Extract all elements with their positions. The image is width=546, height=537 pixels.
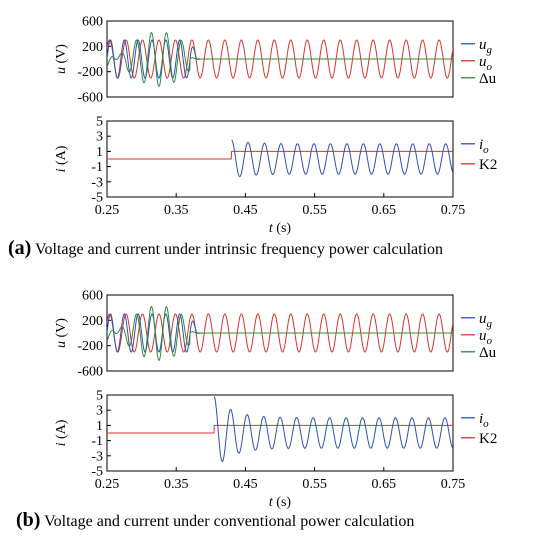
ytick-label: 1 — [96, 145, 103, 160]
xtick-label: 0.35 — [164, 203, 189, 218]
ytick-label: 3 — [96, 404, 103, 419]
xtick-label: 0.75 — [441, 203, 466, 218]
series-k2-line — [107, 150, 453, 160]
legend-label: K2 — [479, 157, 497, 173]
y-axis-label: u (V) — [54, 318, 69, 348]
ytick-label: -200 — [77, 65, 103, 80]
x-axis-label: t (s) — [269, 495, 292, 510]
ytick-label: 600 — [82, 289, 103, 304]
legend-label: Δu — [479, 345, 497, 361]
ytick-label: -600 — [77, 365, 103, 380]
ytick-label: -600 — [77, 91, 103, 106]
ytick-label: -200 — [77, 339, 103, 354]
legend-label: uo — [479, 328, 493, 347]
legend-label: ug — [479, 37, 493, 56]
ytick-label: 200 — [82, 40, 103, 55]
ytick-label: -1 — [91, 160, 103, 175]
y-axis-label: u (V) — [54, 44, 69, 74]
legend-label: uo — [479, 54, 493, 73]
series-uo-line — [107, 39, 453, 79]
legend-label: ug — [479, 311, 493, 330]
xtick-label: 0.65 — [372, 477, 397, 492]
ytick-label: 5 — [96, 115, 103, 130]
series-k2-line — [107, 424, 453, 434]
plot-area — [107, 306, 453, 361]
xtick-label: 0.35 — [164, 477, 189, 492]
plot-area — [107, 32, 453, 87]
legend-label: io — [479, 137, 489, 156]
figure-caption: (a) Voltage and current under intrinsic … — [8, 237, 443, 259]
xtick-label: 0.55 — [302, 203, 327, 218]
series-du-line — [107, 32, 453, 87]
y-axis-label: i (A) — [54, 145, 69, 172]
legend-label: io — [479, 411, 489, 430]
xtick-label: 0.75 — [441, 477, 466, 492]
ytick-label: 3 — [96, 130, 103, 145]
xtick-label: 0.55 — [302, 477, 327, 492]
ytick-label: -1 — [91, 434, 103, 449]
ytick-label: -5 — [91, 191, 103, 206]
ytick-label: -3 — [91, 449, 103, 464]
ytick-label: 600 — [82, 15, 103, 30]
legend-label: K2 — [479, 431, 497, 447]
xtick-label: 0.45 — [233, 203, 258, 218]
panel-a-current: 531-1-3-50.25 0.35 0.45 0.55 0.65 0.75 t (s) i … — [54, 115, 497, 237]
figure-caption: (b) Voltage and current under convention… — [16, 509, 414, 531]
panel-b-current: 531-1-3-50.25 0.35 0.45 0.55 0.65 0.75 t (s) i … — [54, 389, 497, 511]
xtick-label: 0.45 — [233, 477, 258, 492]
xtick-label: 0.65 — [372, 203, 397, 218]
legend-label: Δu — [479, 71, 497, 87]
ytick-label: 200 — [82, 314, 103, 329]
ytick-label: -3 — [91, 175, 103, 190]
plot-area — [107, 396, 453, 463]
ytick-label: -5 — [91, 465, 103, 480]
ytick-label: 1 — [96, 419, 103, 434]
ytick-label: 5 — [96, 389, 103, 404]
plot-area — [107, 139, 453, 178]
x-axis-label: t (s) — [269, 221, 292, 236]
xtick-label: 0.25 — [95, 477, 120, 492]
series-io-line — [213, 396, 453, 463]
series-io-line — [231, 139, 453, 178]
xtick-label: 0.25 — [95, 203, 120, 218]
series-du-line — [107, 306, 453, 361]
series-uo-line — [107, 313, 453, 353]
y-axis-label: i (A) — [54, 419, 69, 446]
